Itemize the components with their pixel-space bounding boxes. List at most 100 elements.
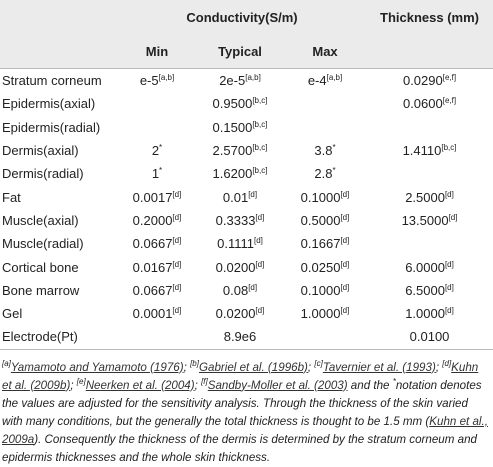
row-label: Electrode(Pt) bbox=[0, 325, 118, 350]
cell-note: [d] bbox=[444, 189, 454, 199]
cell-value: 13.5000 bbox=[401, 212, 449, 228]
cell: 0.5000[d] bbox=[284, 209, 366, 232]
cell-value: 0.0250 bbox=[300, 259, 341, 275]
cell-note: [b,c] bbox=[252, 166, 268, 176]
cell: 0.3333[d] bbox=[196, 209, 284, 232]
table-row: Epidermis(radial) 0.1500[b,c] bbox=[0, 116, 493, 139]
cell-value: 1 bbox=[151, 166, 160, 182]
cell-note: [d] bbox=[248, 282, 258, 292]
cell-value: 2e-5 bbox=[219, 73, 246, 89]
footnote-text: ; bbox=[183, 360, 191, 374]
data-table: Conductivity(S/m) Thickness (mm) Min Typ… bbox=[0, 0, 493, 350]
table-head: Conductivity(S/m) Thickness (mm) Min Typ… bbox=[0, 0, 493, 69]
cell-value: 0.1111 bbox=[217, 236, 254, 252]
cell: e-4[a,b] bbox=[284, 68, 367, 93]
group-header: Thickness (mm) bbox=[380, 9, 480, 25]
cell-value: 0.0290 bbox=[402, 73, 443, 89]
cell-note: [e,f] bbox=[442, 96, 457, 106]
cell-note: [d] bbox=[248, 189, 258, 199]
cell-value: 0.3333 bbox=[215, 212, 256, 228]
cell-note: [d] bbox=[444, 259, 454, 269]
cell: 2* bbox=[118, 139, 196, 162]
cell-note: [d] bbox=[255, 306, 265, 316]
table-row: Epidermis(axial) 0.9500[b,c] 0.0600[e,f] bbox=[0, 92, 493, 115]
cell-value: 0.0200 bbox=[215, 306, 256, 322]
cell-value: 0.1000 bbox=[300, 189, 341, 205]
blank-header bbox=[366, 34, 493, 69]
cell: 0.0167[d] bbox=[118, 255, 196, 278]
cell-note: * bbox=[332, 166, 336, 176]
blank-header bbox=[0, 34, 118, 69]
citation-link: Gabriel et al. (1996b) bbox=[198, 360, 308, 374]
footnote-text: ; bbox=[70, 378, 77, 392]
cell-note: [b,c] bbox=[252, 119, 268, 129]
table-row: Gel 0.0001[d] 0.0200[d] 1.0000[d] 1.0000[d] bbox=[0, 302, 493, 325]
footnote-marker: [b] bbox=[190, 358, 199, 368]
cell-value: 2.5000 bbox=[405, 189, 445, 205]
sub-header-row: Min Typical Max bbox=[0, 34, 493, 69]
cell bbox=[118, 116, 196, 139]
cell-value: 0.0200 bbox=[215, 259, 256, 275]
cell: 2.5700[b,c] bbox=[196, 139, 284, 162]
table-row: Dermis(radial) 1* 1.6200[b,c] 2.8* bbox=[0, 162, 493, 185]
cell-value: 0.08 bbox=[222, 282, 249, 298]
cell-value: 3.8 bbox=[314, 143, 333, 159]
cell: 0.01[d] bbox=[196, 185, 284, 208]
row-label: Epidermis(axial) bbox=[2, 96, 96, 112]
cell-value: 6.0000 bbox=[405, 259, 445, 275]
cell-value: 0.0667 bbox=[132, 282, 173, 298]
table-row: Cortical bone 0.0167[d] 0.0200[d] 0.0250[d]… bbox=[0, 255, 493, 278]
row-label: Epidermis(radial) bbox=[2, 119, 101, 135]
cell-note: [d] bbox=[444, 282, 454, 292]
cell: 0.1111[d] bbox=[196, 232, 284, 255]
table-row: Electrode(Pt) 8.9e6 0.0100 bbox=[0, 325, 493, 350]
cell: 2.5000[d] bbox=[366, 185, 493, 208]
cell bbox=[118, 325, 196, 350]
row-label: Dermis(radial) bbox=[2, 166, 84, 182]
row-label: Gel bbox=[2, 306, 23, 322]
cell: 0.0001[d] bbox=[118, 302, 196, 325]
cell-note: [b,c] bbox=[441, 143, 457, 153]
cell: 13.5000[d] bbox=[366, 209, 493, 232]
cell bbox=[284, 92, 366, 115]
row-label: Fat bbox=[2, 189, 21, 205]
cell: 0.0017[d] bbox=[118, 185, 196, 208]
group-header-row: Conductivity(S/m) Thickness (mm) bbox=[0, 0, 493, 34]
cell: 1* bbox=[118, 162, 196, 185]
cell-note: [d] bbox=[172, 259, 182, 269]
footnote-marker: [a] bbox=[2, 358, 11, 368]
cell-value: 1.0000 bbox=[405, 306, 445, 322]
cell bbox=[284, 325, 367, 350]
cell: 0.0290[e,f] bbox=[366, 68, 493, 93]
cell: 0.1000[d] bbox=[284, 279, 366, 302]
footnote-marker: * bbox=[392, 376, 396, 386]
cell-value: 0.01 bbox=[222, 189, 249, 205]
cell: 1.0000[d] bbox=[366, 302, 493, 325]
table-row: Dermis(axial) 2* 2.5700[b,c] 3.8* 1.4110[b,c… bbox=[0, 139, 493, 162]
footnote-text: ; bbox=[194, 378, 202, 392]
cell-note: [e,f] bbox=[442, 73, 457, 83]
cell-note: [d] bbox=[172, 282, 182, 292]
footnote-text: ). Consequently the thickness of the der… bbox=[2, 432, 477, 464]
cell-value: e-4 bbox=[307, 73, 327, 89]
cell: e-5[a,b] bbox=[118, 68, 196, 93]
cell: 0.0667[d] bbox=[118, 232, 196, 255]
cell-value: 1.4110 bbox=[402, 143, 442, 159]
cell: 0.0667[d] bbox=[118, 279, 196, 302]
cell-note: [b,c] bbox=[252, 143, 268, 153]
footnote-text: ; bbox=[307, 360, 315, 374]
citation-link: Yamamoto and Yamamoto (1976) bbox=[10, 360, 184, 374]
cell: 0.08[d] bbox=[196, 279, 284, 302]
citation-link: Tavernier et al. (1993) bbox=[322, 360, 436, 374]
cell-note: [d] bbox=[172, 236, 182, 246]
cell-note: [d] bbox=[253, 236, 263, 246]
cell-note: [d] bbox=[340, 212, 350, 222]
cell-note: [d] bbox=[172, 189, 182, 199]
cell bbox=[366, 116, 493, 139]
cell bbox=[366, 232, 493, 255]
cell-value: 0.1667 bbox=[300, 236, 341, 252]
citation-link: Neerken et al. (2004) bbox=[85, 378, 195, 392]
cell-note: [d] bbox=[340, 189, 350, 199]
cell-note: * bbox=[159, 143, 163, 153]
